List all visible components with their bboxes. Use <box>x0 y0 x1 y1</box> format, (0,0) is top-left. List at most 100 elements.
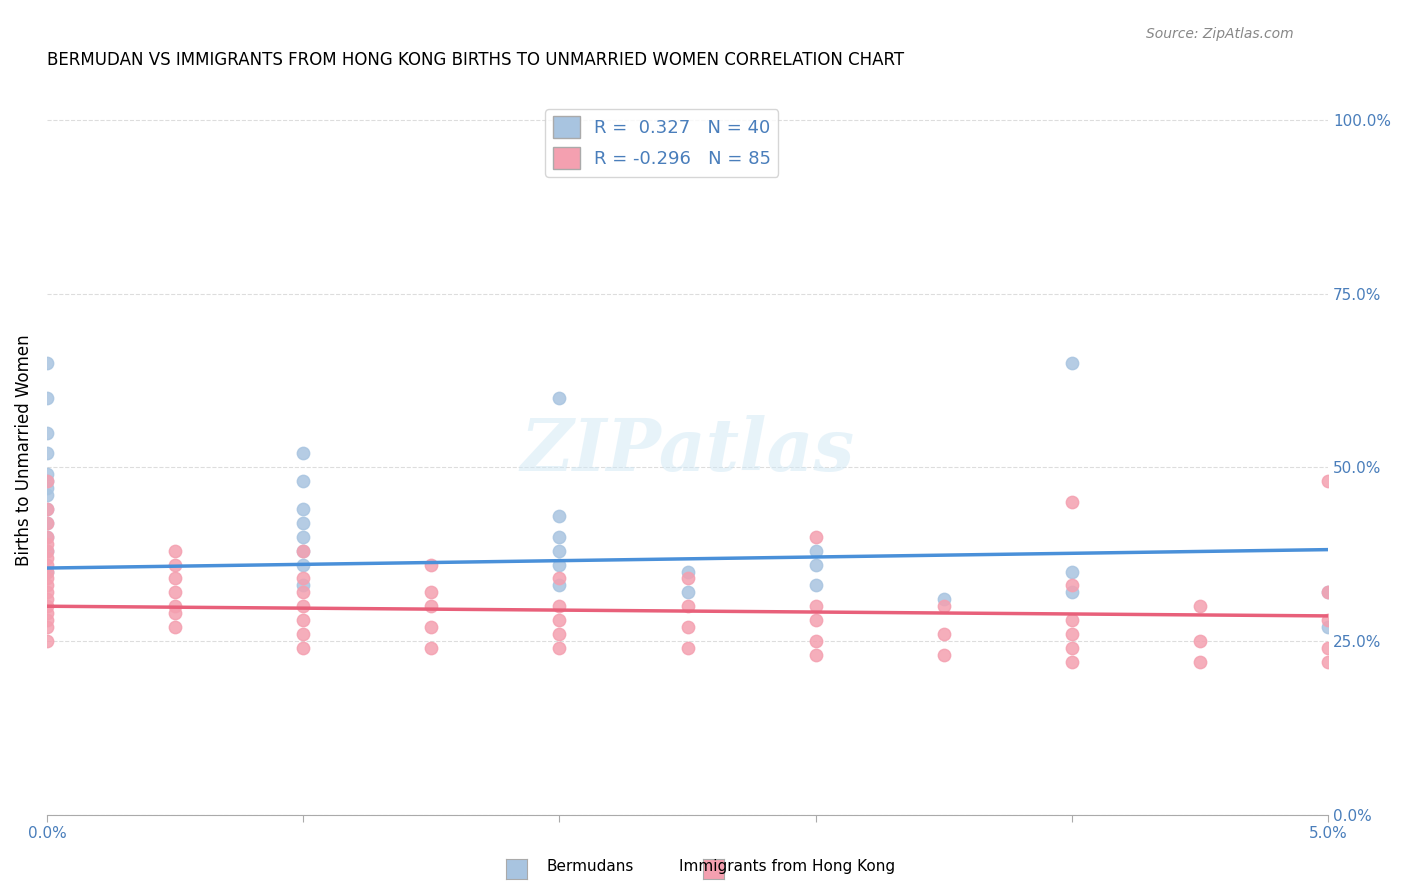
Text: Bermudans: Bermudans <box>547 859 634 874</box>
Point <box>35 613 58 627</box>
Point <box>1317 640 1340 655</box>
Point <box>1060 613 1083 627</box>
Point <box>420 640 443 655</box>
Text: Source: ZipAtlas.com: Source: ZipAtlas.com <box>1146 27 1294 41</box>
Point <box>676 571 699 585</box>
Point <box>35 565 58 579</box>
Point <box>35 606 58 620</box>
Point <box>548 558 571 572</box>
Point <box>292 558 315 572</box>
Point <box>1188 599 1211 614</box>
Point <box>804 530 827 544</box>
Point <box>292 585 315 599</box>
Point <box>35 565 58 579</box>
Point <box>163 585 186 599</box>
Point <box>163 571 186 585</box>
Point <box>804 558 827 572</box>
Point <box>292 530 315 544</box>
Point <box>163 558 186 572</box>
Point <box>1060 627 1083 641</box>
Point <box>1188 655 1211 669</box>
Point <box>35 425 58 440</box>
Point <box>1060 640 1083 655</box>
Point <box>35 475 58 489</box>
Point <box>35 502 58 516</box>
Point <box>804 634 827 648</box>
Point <box>35 592 58 607</box>
Point <box>676 585 699 599</box>
Point <box>163 599 186 614</box>
Point <box>163 620 186 634</box>
Point <box>35 543 58 558</box>
Text: ZIPatlas: ZIPatlas <box>520 415 855 485</box>
Point <box>292 613 315 627</box>
Point <box>35 516 58 530</box>
Point <box>548 599 571 614</box>
Point <box>35 599 58 614</box>
Point <box>548 508 571 523</box>
Point <box>548 613 571 627</box>
Point <box>35 467 58 482</box>
Point <box>420 620 443 634</box>
Point <box>35 558 58 572</box>
Point <box>420 585 443 599</box>
Point <box>292 543 315 558</box>
Point <box>548 543 571 558</box>
Point <box>35 620 58 634</box>
Point <box>676 640 699 655</box>
Point <box>292 627 315 641</box>
Point <box>35 481 58 495</box>
Point <box>1317 655 1340 669</box>
Point <box>35 571 58 585</box>
Point <box>1188 634 1211 648</box>
Point <box>548 530 571 544</box>
Point <box>1317 620 1340 634</box>
Point <box>1317 475 1340 489</box>
Point <box>292 446 315 460</box>
Point <box>35 502 58 516</box>
Point <box>548 391 571 405</box>
Point <box>292 578 315 592</box>
Point <box>1060 565 1083 579</box>
Point <box>676 599 699 614</box>
Point <box>804 613 827 627</box>
Point <box>292 571 315 585</box>
Point <box>804 543 827 558</box>
Point <box>1060 655 1083 669</box>
Point <box>932 648 955 662</box>
Point <box>35 530 58 544</box>
Point <box>548 640 571 655</box>
Point <box>35 356 58 370</box>
Point <box>292 516 315 530</box>
Point <box>35 475 58 489</box>
Point <box>420 558 443 572</box>
Point <box>1060 356 1083 370</box>
Point <box>1317 585 1340 599</box>
Point <box>548 627 571 641</box>
Point <box>35 578 58 592</box>
Point <box>292 502 315 516</box>
Point <box>932 599 955 614</box>
Legend: R =  0.327   N = 40, R = -0.296   N = 85: R = 0.327 N = 40, R = -0.296 N = 85 <box>546 109 779 177</box>
Point <box>35 488 58 502</box>
Point <box>35 537 58 551</box>
Point <box>804 599 827 614</box>
Point <box>35 543 58 558</box>
Point <box>35 516 58 530</box>
Text: BERMUDAN VS IMMIGRANTS FROM HONG KONG BIRTHS TO UNMARRIED WOMEN CORRELATION CHAR: BERMUDAN VS IMMIGRANTS FROM HONG KONG BI… <box>46 51 904 69</box>
Point <box>548 578 571 592</box>
Point <box>1060 495 1083 509</box>
Point <box>1317 585 1340 599</box>
Point <box>292 475 315 489</box>
Text: Immigrants from Hong Kong: Immigrants from Hong Kong <box>679 859 896 874</box>
Point <box>932 627 955 641</box>
Point <box>35 530 58 544</box>
Point <box>163 543 186 558</box>
Point <box>35 391 58 405</box>
Point <box>804 578 827 592</box>
Y-axis label: Births to Unmarried Women: Births to Unmarried Women <box>15 334 32 566</box>
Point <box>292 599 315 614</box>
Point <box>35 634 58 648</box>
Point <box>35 446 58 460</box>
Point <box>35 550 58 565</box>
